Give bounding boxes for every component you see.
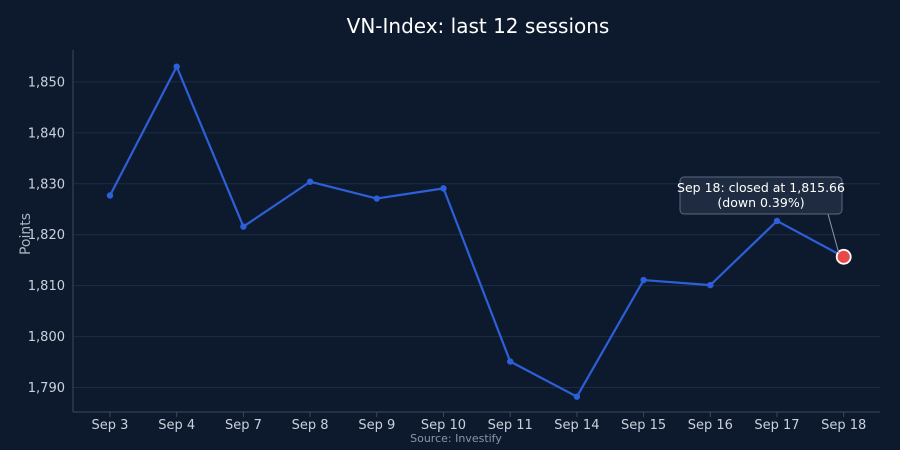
- y-tick-label: 1,790: [28, 381, 65, 396]
- data-point: [707, 281, 714, 289]
- data-point: [106, 192, 114, 199]
- x-tick-label: Sep 14: [554, 418, 599, 433]
- annotation-arrow: [827, 213, 840, 253]
- y-tick-label: 1,830: [28, 177, 65, 192]
- series-layer: [106, 63, 852, 400]
- axis-layer: 1,790 1,800 1,810 1,820 1,830 1,840 1,850 Sep 3…: [28, 50, 880, 433]
- data-point: [773, 217, 781, 225]
- x-tick-label: Sep 9: [358, 418, 395, 433]
- annotation-line2: (down 0.39%): [717, 195, 804, 210]
- x-tick-label: Sep 8: [292, 418, 329, 433]
- y-tick-label: 1,800: [28, 330, 65, 345]
- y-tick-label: 1,820: [28, 228, 65, 243]
- chart-title: VN-Index: last 12 sessions: [347, 14, 610, 38]
- grid-layer: [73, 81, 880, 388]
- data-point: [373, 195, 380, 202]
- data-point: [640, 276, 647, 284]
- y-tick-label: 1,810: [28, 279, 65, 294]
- x-tick-label: Sep 16: [688, 418, 733, 433]
- x-tick-label: Sep 11: [488, 418, 533, 433]
- annotation-box: [679, 176, 843, 215]
- data-point: [240, 223, 247, 230]
- data-point: [173, 63, 180, 70]
- x-tick-label: Sep 3: [92, 418, 129, 433]
- y-tick-label: 1,840: [28, 126, 65, 141]
- data-point: [573, 393, 581, 400]
- x-tick-label: Sep 4: [158, 418, 195, 433]
- x-tick-label: Sep 17: [754, 418, 799, 433]
- x-tick-label: Sep 15: [621, 418, 666, 433]
- data-point: [306, 178, 314, 185]
- highlight-point: [835, 248, 852, 265]
- source-note: Source: Investify: [410, 432, 502, 445]
- annotation-line1: Sep 18: closed at 1,815.66: [677, 180, 845, 195]
- x-tick-label: Sep 7: [225, 418, 262, 433]
- annotation-layer: Sep 18: closed at 1,815.66(down 0.39%): [677, 176, 845, 253]
- series-line: [109, 65, 845, 398]
- x-tick-label: Sep 18: [821, 418, 866, 433]
- x-tick-label: Sep 10: [421, 418, 466, 433]
- y-axis-label: Points: [18, 213, 34, 255]
- y-tick-label: 1,850: [28, 75, 65, 90]
- data-point: [507, 358, 514, 365]
- data-point: [440, 185, 447, 192]
